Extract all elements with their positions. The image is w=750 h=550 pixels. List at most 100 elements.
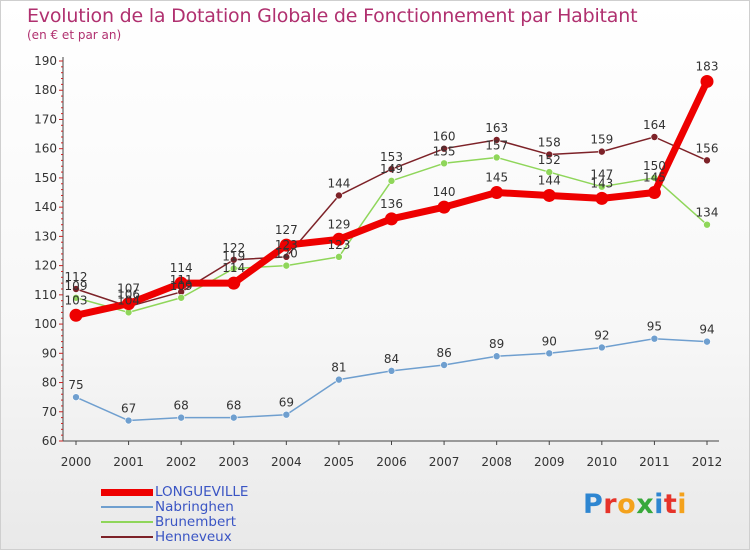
data-point-longueville bbox=[700, 74, 714, 88]
y-tick-label: 180 bbox=[34, 83, 57, 97]
y-tick-label: 80 bbox=[42, 376, 57, 390]
y-tick-label: 130 bbox=[34, 229, 57, 243]
data-label-henneveux: 159 bbox=[590, 133, 613, 147]
data-label-nabringhen: 94 bbox=[699, 323, 714, 337]
data-point-longueville bbox=[69, 308, 83, 322]
data-point-nabringhen bbox=[72, 393, 80, 401]
data-label-brunembert: 109 bbox=[170, 279, 193, 293]
chart-title: Evolution de la Dotation Globale de Fonc… bbox=[27, 5, 638, 27]
data-point-longueville bbox=[174, 276, 188, 290]
data-label-longueville: 136 bbox=[380, 197, 403, 211]
data-label-henneveux: 144 bbox=[327, 176, 350, 190]
data-label-henneveux: 123 bbox=[275, 238, 298, 252]
data-point-nabringhen bbox=[335, 375, 343, 384]
x-tick-label: 2010 bbox=[587, 455, 618, 469]
legend-item-longueville: LONGUEVILLE bbox=[101, 484, 341, 500]
y-tick-label: 90 bbox=[42, 346, 57, 360]
data-point-brunembert bbox=[335, 253, 343, 261]
data-label-nabringhen: 84 bbox=[384, 352, 399, 366]
data-point-nabringhen bbox=[703, 337, 711, 346]
legend-label-brunembert: Brunembert bbox=[155, 514, 237, 530]
data-point-nabringhen bbox=[545, 349, 554, 358]
data-label-longueville: 114 bbox=[170, 261, 193, 275]
data-label-brunembert: 147 bbox=[590, 168, 613, 182]
data-point-brunembert bbox=[177, 293, 185, 302]
data-point-henneveux bbox=[440, 144, 448, 153]
data-point-brunembert bbox=[545, 168, 554, 176]
data-point-brunembert bbox=[229, 264, 238, 273]
legend-swatch-nabringhen bbox=[101, 506, 153, 508]
x-tick-label: 2001 bbox=[113, 455, 144, 469]
data-label-brunembert: 149 bbox=[380, 162, 403, 176]
data-point-longueville bbox=[332, 232, 346, 246]
legend-label-nabringhen: Nabringhen bbox=[155, 499, 234, 515]
legend: LONGUEVILLE Nabringhen Brunembert Hennev… bbox=[101, 484, 341, 545]
proxiti-logo: Proxiti bbox=[583, 489, 688, 520]
data-point-henneveux bbox=[72, 285, 80, 293]
x-tick-label: 2008 bbox=[481, 455, 512, 469]
data-label-brunembert: 123 bbox=[327, 238, 350, 252]
data-point-nabringhen bbox=[229, 413, 238, 422]
y-tick-label: 170 bbox=[34, 112, 57, 126]
data-point-henneveux bbox=[387, 165, 396, 173]
y-tick-label: 190 bbox=[34, 54, 57, 68]
x-tick-label: 2002 bbox=[166, 455, 197, 469]
data-label-brunembert: 155 bbox=[433, 144, 456, 158]
legend-item-nabringhen: Nabringhen bbox=[101, 499, 341, 515]
data-label-nabringhen: 90 bbox=[542, 334, 557, 348]
data-point-longueville bbox=[647, 186, 661, 200]
data-label-brunembert: 120 bbox=[275, 247, 298, 261]
data-point-nabringhen bbox=[282, 410, 291, 419]
data-point-longueville bbox=[542, 188, 556, 202]
data-label-nabringhen: 68 bbox=[174, 399, 189, 413]
x-tick-label: 2004 bbox=[271, 455, 302, 469]
series-layer bbox=[69, 74, 714, 425]
data-point-longueville bbox=[279, 238, 293, 252]
data-point-brunembert bbox=[282, 261, 291, 270]
data-label-brunembert: 150 bbox=[643, 159, 666, 173]
data-label-brunembert: 134 bbox=[696, 206, 719, 220]
data-label-longueville: 183 bbox=[696, 59, 719, 73]
data-label-henneveux: 158 bbox=[538, 136, 561, 150]
y-tick-label: 140 bbox=[34, 200, 57, 214]
data-label-brunembert: 104 bbox=[117, 293, 140, 307]
data-label-nabringhen: 75 bbox=[68, 378, 83, 392]
legend-label-longueville: LONGUEVILLE bbox=[155, 484, 249, 500]
y-tick-label: 160 bbox=[34, 142, 57, 156]
y-tick-label: 120 bbox=[34, 259, 57, 273]
data-point-longueville bbox=[437, 200, 451, 214]
data-point-henneveux bbox=[703, 156, 711, 165]
x-tick-label: 2006 bbox=[376, 455, 407, 469]
data-label-henneveux: 156 bbox=[696, 141, 719, 155]
legend-label-henneveux: Henneveux bbox=[155, 529, 232, 545]
data-label-longueville: 143 bbox=[590, 176, 613, 190]
data-label-henneveux: 106 bbox=[117, 288, 140, 302]
data-label-henneveux: 111 bbox=[170, 273, 193, 287]
data-label-longueville: 127 bbox=[275, 223, 298, 237]
data-label-longueville: 103 bbox=[65, 293, 88, 307]
data-point-nabringhen bbox=[492, 352, 501, 361]
data-label-nabringhen: 68 bbox=[226, 399, 241, 413]
data-point-nabringhen bbox=[650, 334, 659, 343]
data-point-nabringhen bbox=[124, 416, 133, 425]
data-labels-layer: 112 106 111 122 123 144 153 160 163 158 159 164 156 1… bbox=[65, 59, 719, 415]
data-label-brunembert: 109 bbox=[65, 279, 88, 293]
data-point-brunembert bbox=[598, 182, 606, 191]
x-tick-label: 2007 bbox=[429, 455, 460, 469]
data-label-henneveux: 164 bbox=[643, 118, 666, 132]
data-label-nabringhen: 81 bbox=[331, 361, 346, 375]
data-label-longueville: 107 bbox=[117, 282, 140, 296]
legend-swatch-brunembert bbox=[101, 521, 153, 523]
legend-swatch-henneveux bbox=[101, 536, 153, 538]
line-chart: 60 70 80 90 100 110 120 130 140 150 160 170 180 190 20… bbox=[34, 54, 723, 469]
legend-item-brunembert: Brunembert bbox=[101, 514, 341, 530]
data-label-brunembert: 119 bbox=[222, 250, 245, 264]
x-tick-label: 2012 bbox=[692, 455, 723, 469]
data-point-nabringhen bbox=[387, 367, 396, 375]
x-tick-label: 2011 bbox=[639, 455, 670, 469]
data-label-nabringhen: 67 bbox=[121, 402, 136, 416]
data-point-henneveux bbox=[282, 253, 291, 261]
data-label-longueville: 140 bbox=[433, 185, 456, 199]
data-point-henneveux bbox=[229, 255, 238, 264]
